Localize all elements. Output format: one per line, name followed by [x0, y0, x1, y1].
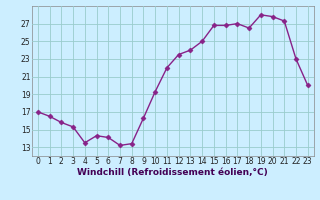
- X-axis label: Windchill (Refroidissement éolien,°C): Windchill (Refroidissement éolien,°C): [77, 168, 268, 177]
